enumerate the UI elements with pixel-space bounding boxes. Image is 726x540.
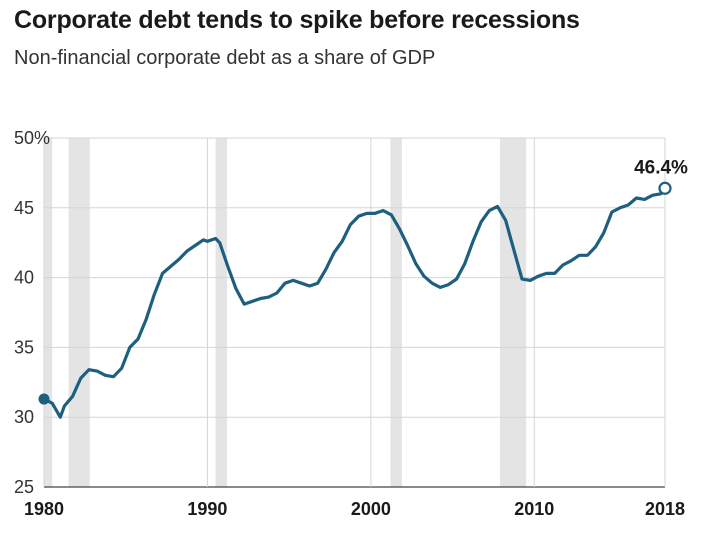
y-tick-label-40: 40 xyxy=(14,268,34,288)
x-tick-label-2018: 2018 xyxy=(645,499,685,519)
x-tick-label-1980: 1980 xyxy=(24,499,64,519)
y-axis: 50% 45 40 35 30 25 xyxy=(14,128,50,497)
end-value-label: 46.4% xyxy=(634,157,688,178)
recession-bands xyxy=(44,138,527,487)
y-tick-label-45: 45 xyxy=(14,198,34,218)
x-tick-label-1990: 1990 xyxy=(187,499,227,519)
y-tick-label-30: 30 xyxy=(14,407,34,427)
recession-band-5 xyxy=(499,138,527,487)
y-tick-label-35: 35 xyxy=(14,337,34,357)
chart-subtitle: Non-financial corporate debt as a share … xyxy=(14,47,436,69)
recession-band-1 xyxy=(44,138,53,487)
recession-band-2 xyxy=(68,138,90,487)
x-axis: 1980 1990 2000 2010 2018 xyxy=(24,499,685,519)
recession-band-3 xyxy=(215,138,228,487)
y-tick-label-50: 50% xyxy=(14,128,50,148)
end-point-marker xyxy=(658,181,672,195)
x-tick-label-2010: 2010 xyxy=(514,499,554,519)
series-line xyxy=(42,186,667,419)
gridlines xyxy=(43,137,666,488)
y-tick-label-25: 25 xyxy=(14,477,34,497)
x-tick-label-2000: 2000 xyxy=(351,499,391,519)
start-point-marker xyxy=(38,393,50,405)
recession-band-4 xyxy=(390,138,402,487)
chart-title: Corporate debt tends to spike before rec… xyxy=(14,6,580,34)
